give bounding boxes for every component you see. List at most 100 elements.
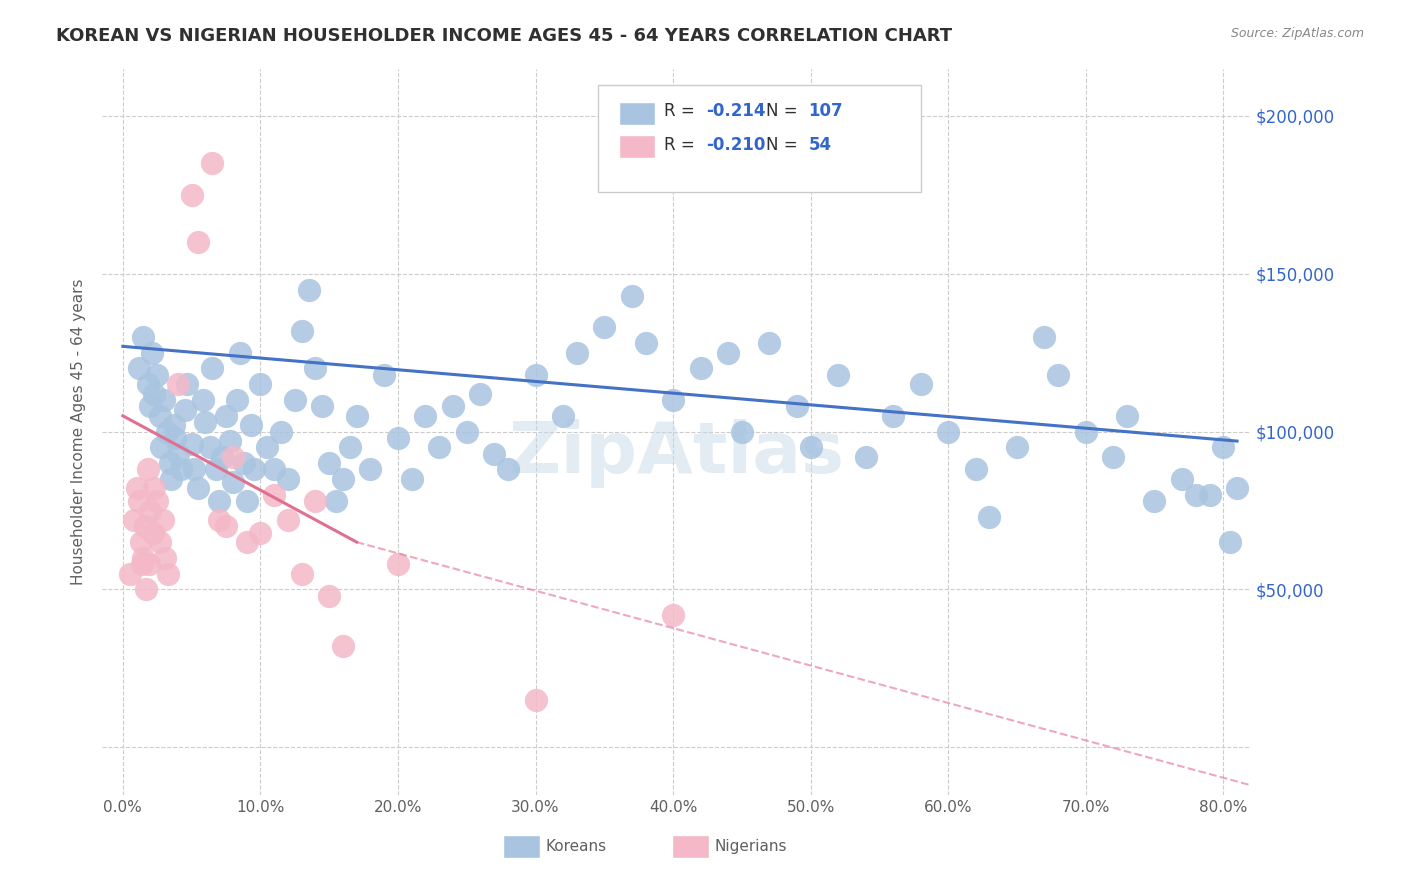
Point <box>131 558 153 572</box>
Point <box>263 462 285 476</box>
Point <box>297 283 319 297</box>
Point <box>132 330 155 344</box>
Point <box>235 535 257 549</box>
Point <box>208 494 231 508</box>
Point <box>249 377 271 392</box>
Point <box>593 320 616 334</box>
Point <box>215 409 238 423</box>
Point <box>239 418 262 433</box>
Point <box>208 513 231 527</box>
Point <box>156 425 179 439</box>
Point <box>291 566 314 581</box>
Point <box>167 377 190 392</box>
Point <box>194 415 217 429</box>
Point <box>339 441 361 455</box>
Point <box>1219 535 1241 549</box>
Point <box>180 437 202 451</box>
Point <box>146 494 169 508</box>
Point <box>163 418 186 433</box>
Point <box>1198 488 1220 502</box>
Point <box>304 494 326 508</box>
Point <box>122 513 145 527</box>
Point <box>441 400 464 414</box>
Text: -0.210: -0.210 <box>706 136 765 153</box>
Point <box>1184 488 1206 502</box>
Point <box>910 377 932 392</box>
Point <box>118 566 141 581</box>
Point <box>149 535 172 549</box>
Point <box>284 392 307 407</box>
Text: ZipAtlas: ZipAtlas <box>509 419 845 488</box>
Text: N =: N = <box>766 136 803 153</box>
Point <box>139 503 162 517</box>
Point <box>1033 330 1056 344</box>
Point <box>620 289 643 303</box>
Point <box>263 488 285 502</box>
Point <box>277 513 299 527</box>
Point <box>155 550 177 565</box>
Point <box>150 441 173 455</box>
Point <box>731 425 754 439</box>
Point <box>565 345 588 359</box>
Point <box>882 409 904 423</box>
Point <box>346 409 368 423</box>
Point <box>169 462 191 476</box>
Point <box>1005 441 1028 455</box>
Point <box>758 336 780 351</box>
Point <box>1074 425 1097 439</box>
Point <box>143 386 166 401</box>
Point <box>256 441 278 455</box>
Point <box>1212 441 1234 455</box>
Point <box>979 509 1001 524</box>
Point <box>800 441 823 455</box>
Text: 107: 107 <box>808 103 844 120</box>
Point <box>229 345 252 359</box>
Point <box>827 368 849 382</box>
Point <box>160 472 183 486</box>
Point <box>153 392 176 407</box>
Point <box>1226 482 1249 496</box>
Point <box>387 558 409 572</box>
Point <box>359 462 381 476</box>
Point <box>235 494 257 508</box>
Point <box>211 450 233 464</box>
Point <box>222 475 245 490</box>
Point <box>149 409 172 423</box>
Point <box>318 456 340 470</box>
Point <box>141 345 163 359</box>
Point <box>1116 409 1139 423</box>
Point <box>142 525 165 540</box>
Text: 54: 54 <box>808 136 831 153</box>
Point <box>662 607 685 622</box>
Point <box>689 361 711 376</box>
Y-axis label: Householder Income Ages 45 - 64 years: Householder Income Ages 45 - 64 years <box>72 278 86 585</box>
Point <box>191 392 214 407</box>
Point <box>201 156 224 170</box>
Point <box>167 447 190 461</box>
Point <box>456 425 478 439</box>
Point <box>484 447 506 461</box>
Point <box>125 482 148 496</box>
Point <box>1047 368 1070 382</box>
Point <box>249 525 271 540</box>
Point <box>138 558 160 572</box>
Point <box>198 441 221 455</box>
Point <box>226 392 249 407</box>
Point <box>129 535 152 549</box>
Point <box>470 386 492 401</box>
Point <box>128 494 150 508</box>
Point <box>1171 472 1194 486</box>
Point <box>201 361 224 376</box>
Point <box>415 409 437 423</box>
Text: R =: R = <box>664 136 700 153</box>
Point <box>205 462 228 476</box>
Point <box>134 519 156 533</box>
Point <box>132 550 155 565</box>
Point <box>139 400 162 414</box>
Point <box>136 462 159 476</box>
Point <box>551 409 574 423</box>
Point <box>128 361 150 376</box>
Point <box>215 519 238 533</box>
Point <box>1102 450 1125 464</box>
Point <box>183 462 205 476</box>
